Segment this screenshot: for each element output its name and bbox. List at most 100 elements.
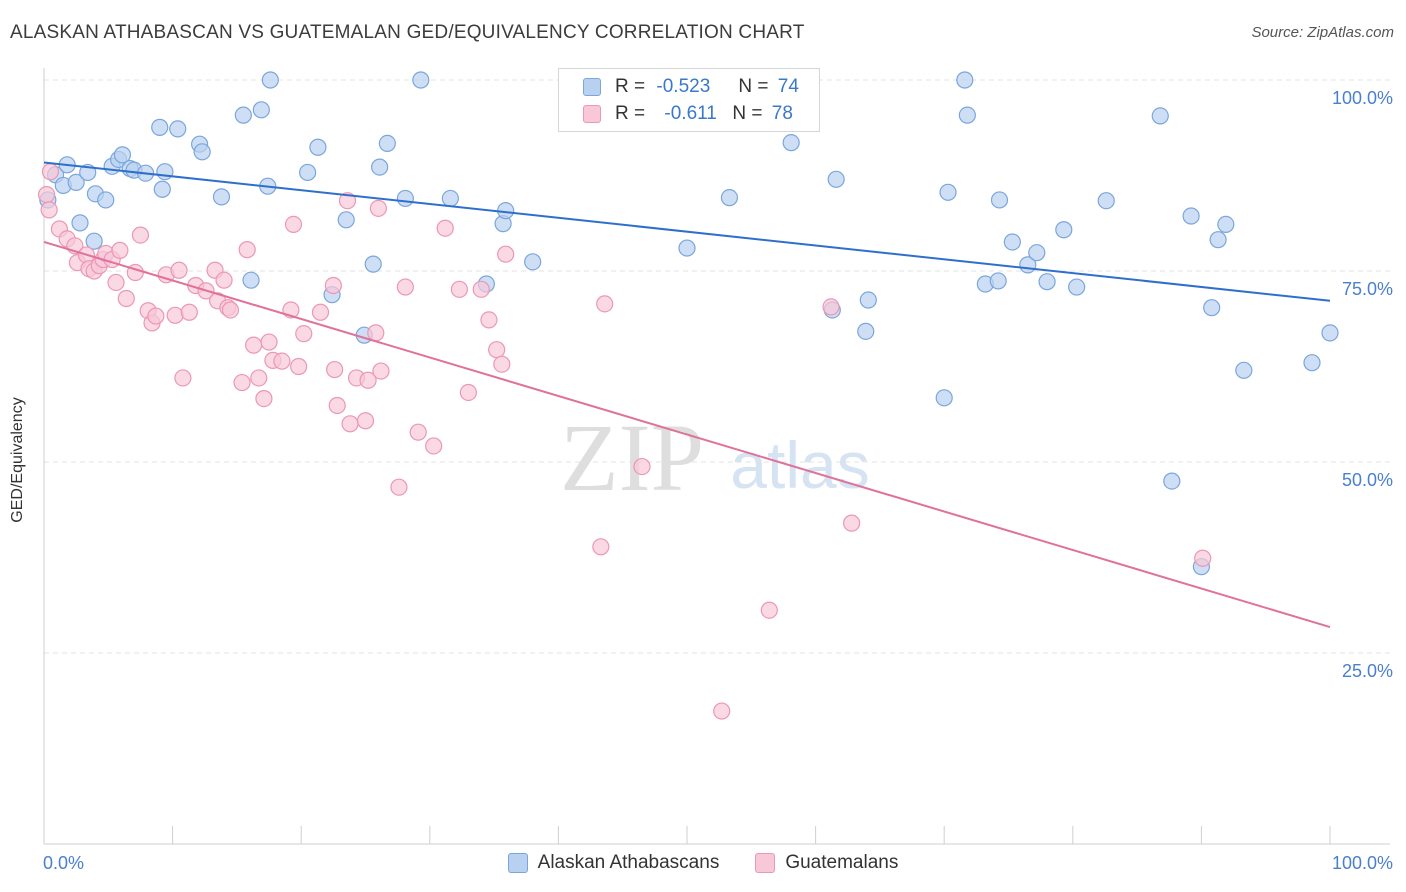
data-point [1321,324,1339,342]
data-point [273,352,291,370]
data-point [153,180,171,198]
data-point [290,357,308,376]
data-point [156,163,174,181]
data-point [488,341,506,359]
data-point [1303,354,1321,372]
data-point [390,478,408,496]
legend-item-guatemalans[interactable]: Guatemalans [755,852,898,874]
trend-lines [43,161,1331,628]
data-point [720,189,739,207]
data-point [596,295,614,313]
data-point [107,273,125,292]
r-value: -0.523 [656,76,711,97]
data-point [212,188,231,206]
r-value: -0.611 [664,103,717,124]
data-point [111,241,129,259]
data-point [299,163,317,182]
data-point [85,232,103,250]
data-point [827,170,845,188]
data-point [592,538,610,556]
data-point [450,280,468,298]
data-point [233,373,251,392]
data-point [956,71,974,89]
data-point [760,601,778,619]
r-label: R = [615,103,646,124]
data-point [378,134,396,153]
n-value: 74 [777,76,799,97]
data-point [328,396,346,415]
data-point [1038,273,1056,291]
data-point [989,272,1007,290]
y-tick-label: 25.0% [1342,661,1393,681]
data-point [169,120,187,138]
data-point [480,311,498,329]
data-point [396,189,414,208]
data-point [255,389,273,408]
data-point [309,138,327,156]
data-point [324,276,342,295]
legend-swatch-pink [755,853,776,873]
data-point [245,336,263,354]
data-point [939,183,957,201]
data-point [166,306,184,324]
data-point [472,280,490,298]
data-point [412,71,430,89]
data-point [193,143,211,161]
data-point [782,134,800,152]
x-tick-label: 0.0% [43,853,84,873]
data-point [678,239,696,257]
trend-line [43,241,1331,628]
data-point [1068,278,1086,296]
data-point [441,189,459,208]
data-point [250,369,268,387]
n-label: N = [732,103,763,124]
y-tick-label: 50.0% [1342,470,1393,490]
data-point [857,322,875,340]
data-point [713,702,731,720]
watermark-zip: ZIP [560,404,704,511]
data-point [396,278,414,296]
legend-swatch-blue [507,853,528,873]
data-point [260,333,278,351]
data-point [367,324,385,342]
source-attribution: Source: ZipAtlas.com [1251,24,1394,41]
legend-item-alaskan-athabascans[interactable]: Alaskan Athabascans [507,852,719,874]
data-point [337,211,355,229]
data-point [524,253,542,271]
data-point [67,173,85,191]
data-point [97,191,115,209]
data-point [37,186,56,204]
data-point [341,415,359,433]
data-point [958,106,976,124]
legend: Alaskan Athabascans Guatemalans [0,852,1406,874]
data-point [369,199,387,217]
y-tick-label: 100.0% [1332,88,1393,108]
data-point [326,360,344,379]
data-point [1217,215,1235,233]
data-point [409,423,427,441]
data-point [1209,231,1227,249]
data-point [1182,207,1200,225]
stats-swatch-pink [583,105,601,123]
data-point [238,241,256,259]
data-point [436,219,454,237]
data-point [215,271,233,289]
x-tick-label: 100.0% [1332,853,1393,873]
data-point [174,369,192,387]
chart-title: ALASKAN ATHABASCAN VS GUATEMALAN GED/EQU… [10,22,805,43]
data-point [990,191,1009,209]
data-point [1097,192,1115,210]
data-point [180,303,198,321]
data-point [364,255,382,273]
data-point [935,389,953,407]
data-point [633,457,651,476]
data-point [252,101,270,119]
data-point [40,201,58,219]
data-point [242,271,260,289]
data-point [284,215,303,233]
n-value: 78 [771,103,793,124]
data-point [356,412,375,430]
series-alaskan-athabascans [39,71,1339,576]
data-point [1194,549,1212,567]
